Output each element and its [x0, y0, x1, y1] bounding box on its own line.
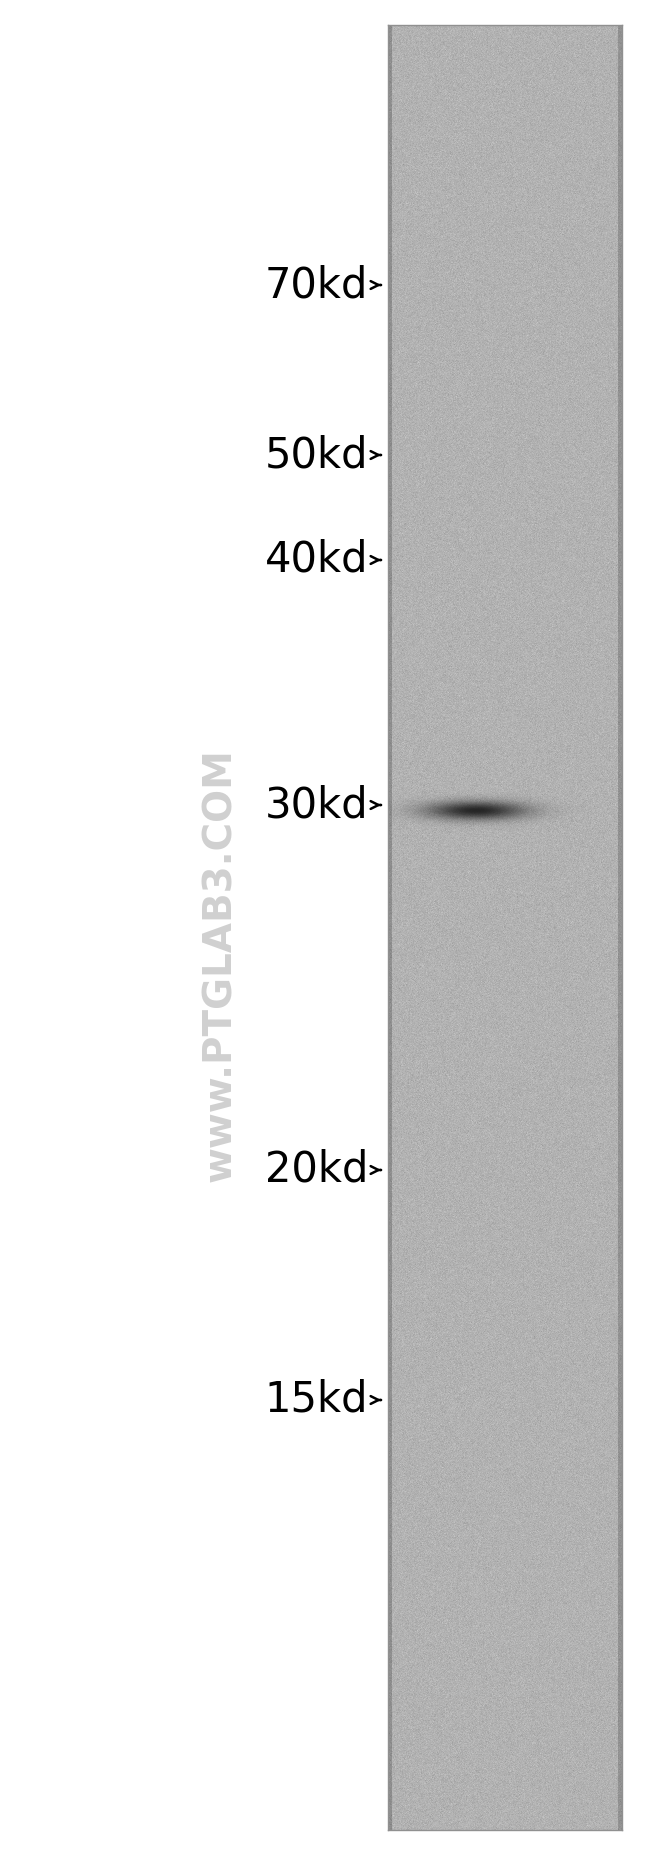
- Text: 50kd: 50kd: [265, 434, 368, 477]
- Text: 70kd: 70kd: [265, 263, 368, 306]
- Text: 30kd: 30kd: [265, 785, 368, 825]
- Text: 20kd: 20kd: [265, 1148, 368, 1191]
- Text: 15kd: 15kd: [265, 1378, 368, 1421]
- Text: 40kd: 40kd: [265, 540, 368, 581]
- Text: www.PTGLAB3.COM: www.PTGLAB3.COM: [201, 748, 239, 1182]
